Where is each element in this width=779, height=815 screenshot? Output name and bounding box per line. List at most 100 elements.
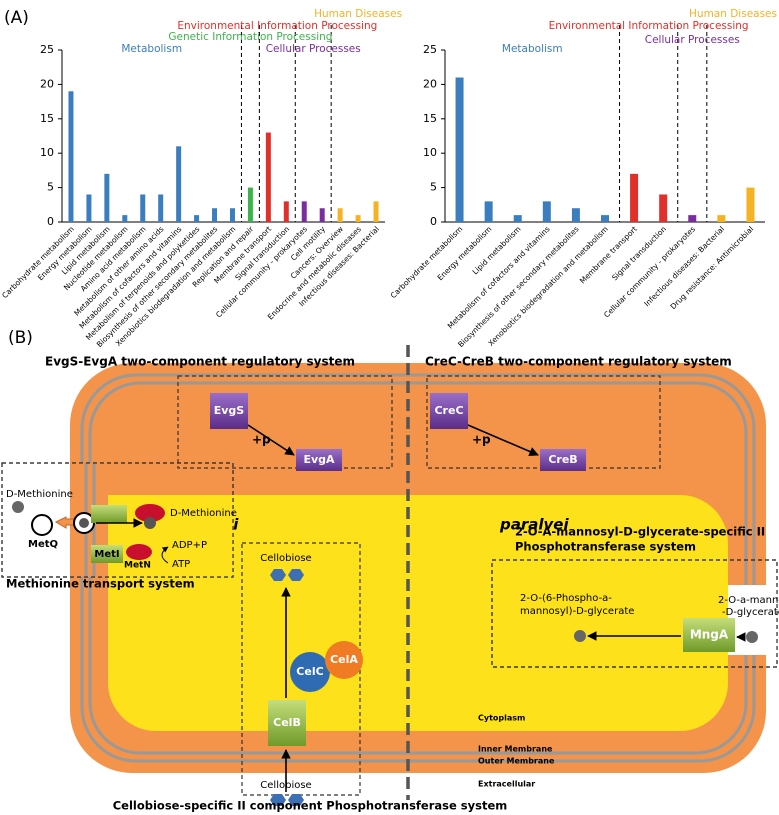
bar [455, 77, 464, 223]
molecule [12, 501, 24, 513]
title: EvgS-EvgA two-component regulatory syste… [45, 355, 355, 369]
protein [91, 545, 123, 563]
molecule [746, 631, 758, 643]
bar [122, 215, 128, 222]
y-tick-label: 15 [423, 112, 437, 125]
protein-label: MetI [94, 549, 119, 560]
protein-label: CreB [548, 453, 577, 466]
bar [717, 215, 726, 222]
panel-label: (B) [8, 328, 33, 348]
group-label: Metabolism [502, 43, 563, 55]
label: Cytoplasm [478, 714, 525, 723]
label: MetQ [28, 539, 58, 550]
bar [247, 187, 253, 222]
bar [229, 208, 235, 222]
y-tick-label: 0 [47, 215, 54, 228]
group-label: Cellular Processes [645, 34, 740, 46]
bar [513, 215, 522, 222]
diagram: (B) EvgS-EvgA two-component regulatory s… [1, 328, 779, 813]
y-tick-label: 10 [423, 146, 437, 159]
group-label: Genetic Information Processing [168, 31, 332, 43]
title: Phosphotransferase system [515, 540, 696, 554]
group-box [1, 462, 234, 578]
outside-part [728, 585, 777, 655]
arrow [467, 424, 539, 457]
bar [601, 215, 609, 222]
label: 2-O-(6-Phospho-a- [520, 593, 612, 604]
bar [319, 208, 325, 222]
cytoplasm [108, 495, 728, 731]
bar [542, 201, 551, 222]
label: D-Methionine [6, 489, 73, 500]
bar [373, 201, 379, 222]
label: D-Methionine [170, 508, 237, 519]
y-tick-label: 20 [40, 77, 54, 90]
bar [176, 146, 182, 222]
bar [68, 91, 74, 222]
panel-label: (A) [4, 8, 29, 28]
group-label: Cellular Processes [266, 43, 361, 55]
x-tick-label: Energy metabolism [436, 224, 494, 282]
x-tick-label: Metabolism of cofactors and vitamins [446, 224, 552, 330]
molecule [270, 794, 286, 806]
bar [265, 132, 271, 222]
label: +p [472, 433, 491, 447]
molecule [288, 569, 304, 581]
protein [126, 544, 152, 560]
group-box [491, 559, 778, 668]
protein [325, 641, 363, 679]
bar [301, 201, 307, 222]
label: paralvei [499, 516, 569, 534]
bar [337, 208, 343, 222]
title: CreC-CreB two-component regulatory syste… [425, 355, 732, 369]
molecule [144, 517, 156, 529]
group-label: Environmental Information Processing [177, 20, 377, 32]
bar [194, 215, 200, 222]
protein [290, 652, 330, 692]
protein [430, 393, 468, 429]
protein [210, 393, 248, 429]
protein [135, 504, 165, 522]
bar [86, 194, 92, 222]
protein-label: CelB [273, 716, 301, 729]
group-label: Human Diseases [314, 8, 402, 20]
y-tick-label: 20 [423, 77, 437, 90]
label: +p [252, 433, 271, 447]
protein [268, 700, 306, 746]
molecule [79, 518, 89, 528]
protein-label: MetN [124, 561, 151, 571]
y-tick-label: 10 [40, 146, 54, 159]
group-label: Metabolism [121, 43, 182, 55]
bar [630, 173, 639, 222]
bar [355, 215, 361, 222]
cytoplasm-part [108, 495, 233, 577]
bar [688, 215, 697, 222]
protein [296, 449, 342, 471]
label: ADP+P [172, 540, 207, 551]
bar [571, 208, 580, 222]
arrow [247, 424, 295, 456]
bar [212, 208, 218, 222]
title: Methionine transport system [6, 577, 195, 591]
y-tick-label: 25 [423, 43, 437, 56]
bar [140, 194, 146, 222]
title: 2-O-A-mannosyl-D-glycerate-specific II [515, 525, 765, 539]
y-tick-label: 25 [40, 43, 54, 56]
bar [484, 201, 493, 222]
molecule [574, 630, 586, 642]
label: Extracellular [478, 780, 535, 789]
label: ATP [172, 559, 190, 570]
y-tick-label: 0 [430, 215, 437, 228]
protein-label: EvgS [214, 404, 245, 417]
protein-label: CelC [296, 665, 323, 678]
label: -D-glycerate [722, 607, 779, 618]
protein [683, 618, 735, 652]
protein [91, 505, 127, 523]
bar [746, 187, 755, 222]
protein [31, 514, 53, 536]
group-label: Environmental Information Processing [549, 20, 749, 32]
protein-label: CelA [330, 653, 358, 666]
label: Inner Membrane [478, 745, 553, 754]
x-tick-label: Signal transduction [610, 224, 668, 282]
